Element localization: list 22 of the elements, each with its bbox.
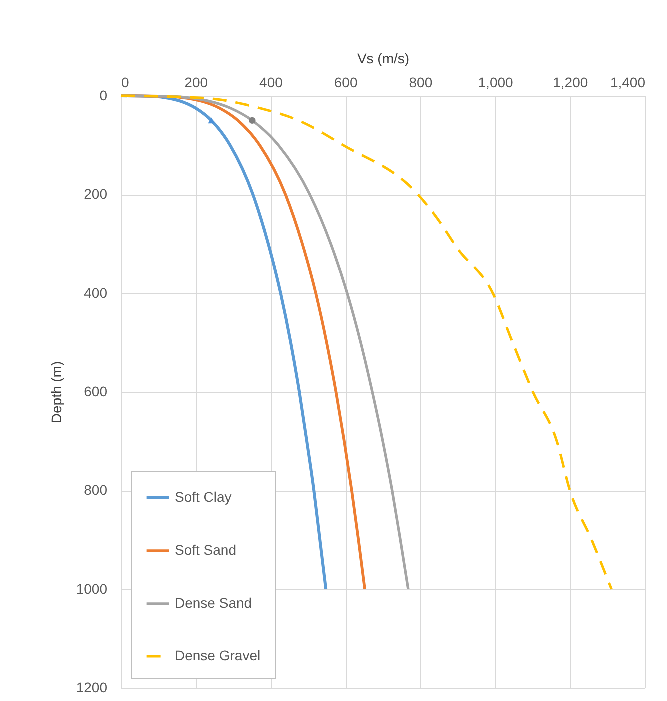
y-tick-label: 600 <box>84 384 108 400</box>
line-series <box>120 94 613 591</box>
x-tick-label: 0 <box>122 74 130 90</box>
y-tick-label: 200 <box>84 186 108 202</box>
y-tick-label: 1200 <box>76 680 108 696</box>
legend-label: Dense Sand <box>175 595 252 611</box>
y-tick-label: 1000 <box>76 580 108 597</box>
legend-label: Dense Gravel <box>175 648 261 664</box>
x-tick-label: 200 <box>184 74 208 90</box>
x-tick-label: 1,400 <box>610 74 646 90</box>
y-tick-label: 0 <box>100 88 108 104</box>
x-tick-label: 600 <box>334 74 358 90</box>
y-axis-title: Depth (m) <box>48 361 64 424</box>
x-tick-label: 800 <box>409 74 433 90</box>
y-tick-label: 400 <box>84 284 108 301</box>
legend-label: Soft Sand <box>175 542 236 558</box>
x-tick-label: 1,000 <box>478 74 514 90</box>
x-axis-title: Vs (m/s) <box>357 50 410 66</box>
x-tick-label: 400 <box>260 74 284 90</box>
y-tick-label: 800 <box>84 482 108 498</box>
x-tick-label: 1,200 <box>553 74 588 90</box>
legend-label: Soft Clay <box>175 489 232 505</box>
